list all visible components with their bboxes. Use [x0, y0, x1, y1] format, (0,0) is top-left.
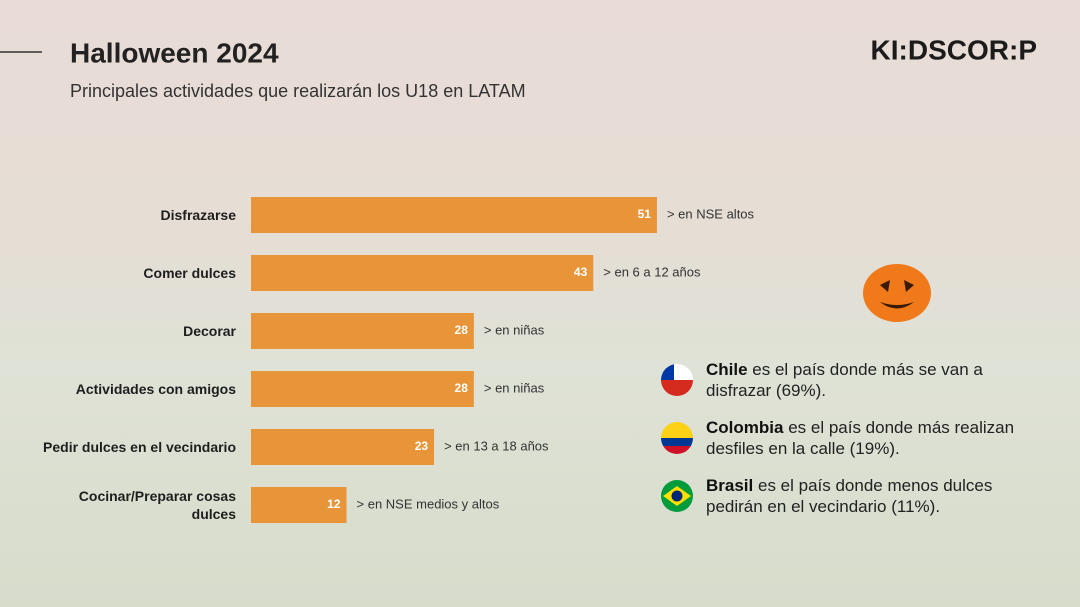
note-text: es el país donde más realizan desfiles e… [706, 418, 1015, 458]
note-text: es el país donde más se van a disfrazar … [706, 360, 983, 400]
annotation: > en niñas [484, 380, 545, 395]
flags [661, 364, 693, 512]
annotation: > en 13 a 18 años [444, 438, 549, 453]
subtitle: Principales actividades que realizarán l… [70, 81, 526, 101]
category-label: Comer dulces [143, 265, 236, 281]
country-note: Brasil es el país donde menos dulces ped… [706, 475, 1051, 517]
annotation: > en NSE medios y altos [357, 496, 500, 511]
bar [251, 255, 594, 291]
value-label: 23 [415, 439, 429, 453]
category-label: Actividades con amigos [75, 381, 236, 397]
note-text: es el país donde menos dulces pedirán en… [706, 476, 993, 516]
logo: KI:DSCOR:P [871, 34, 1037, 65]
bar [251, 429, 435, 465]
annotation: > en NSE altos [667, 206, 755, 221]
bar [251, 487, 347, 523]
bar [251, 313, 474, 349]
category-label: Decorar [183, 323, 236, 339]
value-label: 51 [638, 207, 652, 221]
bar [251, 197, 657, 233]
bar [251, 371, 474, 407]
country-name: Colombia [706, 418, 784, 437]
country-note: Chile es el país donde más se van a disf… [706, 359, 1051, 401]
country-name: Brasil [706, 476, 754, 495]
annotation: > en niñas [484, 322, 545, 337]
value-label: 28 [455, 323, 469, 337]
category-label: Disfrazarse [160, 207, 237, 223]
country-note: Colombia es el país donde más realizan d… [706, 417, 1051, 459]
title: Halloween 2024 [70, 37, 279, 68]
category-label: Cocinar/Preparar cosas dulces [78, 488, 236, 522]
category-label: Pedir dulces en el vecindario [43, 439, 236, 455]
value-label: 28 [455, 381, 469, 395]
value-label: 43 [574, 265, 588, 279]
annotation: > en 6 a 12 años [603, 264, 701, 279]
value-label: 12 [327, 497, 341, 511]
country-name: Chile [706, 360, 748, 379]
pumpkin [863, 264, 931, 322]
